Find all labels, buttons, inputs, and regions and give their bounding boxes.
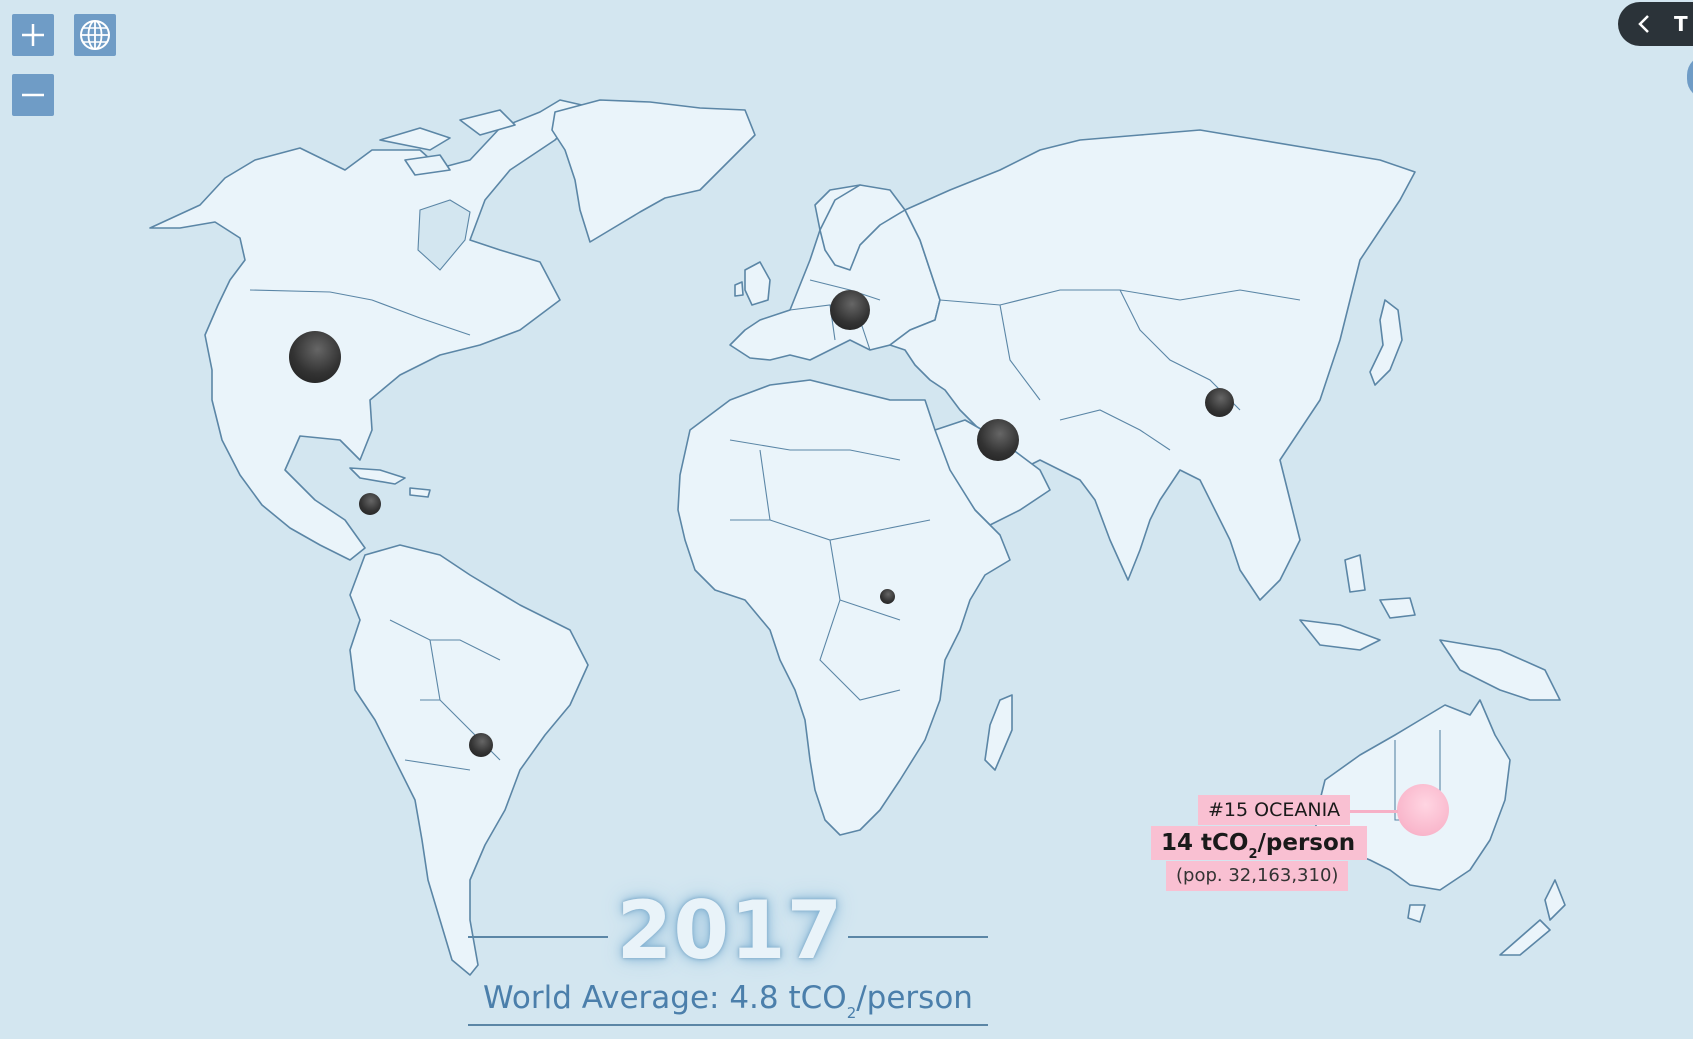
tasmania [1407, 904, 1426, 923]
tooltip-population: (pop. 32,163,310) [1166, 861, 1349, 891]
bubble-oceania[interactable] [1397, 784, 1449, 836]
arctic-islands [379, 109, 516, 176]
world-average-underline [468, 1024, 988, 1026]
year-line-right [848, 936, 988, 938]
british-isles [734, 261, 771, 306]
africa-borders [729, 439, 931, 701]
bubble-china[interactable] [1205, 388, 1234, 417]
asia-landmass [889, 129, 1416, 601]
tooltip-value-suffix: /person [1257, 830, 1356, 856]
greenland [551, 99, 756, 243]
plus-icon [22, 24, 44, 46]
bubble-middle-east[interactable] [977, 419, 1019, 461]
bubble-south-america[interactable] [469, 733, 493, 757]
hudson-bay [417, 199, 471, 271]
madagascar [984, 694, 1013, 771]
tooltip-value-subscript: 2 [1248, 847, 1258, 862]
world-average-prefix: World Average: 4.8 tCO [483, 980, 847, 1016]
south-america-borders [389, 619, 501, 771]
south-america-landmass [349, 544, 589, 976]
southeast-asia-islands [1299, 554, 1561, 701]
bubble-africa[interactable] [880, 589, 895, 604]
side-panel-label: T [1674, 12, 1688, 36]
bubble-caribbean[interactable] [359, 493, 381, 515]
new-zealand [1499, 879, 1566, 956]
world-average-label: World Average: 4.8 tCO2/person [468, 980, 988, 1022]
zoom-out-button[interactable] [12, 74, 54, 116]
japan [1369, 299, 1403, 386]
globe-icon [80, 20, 110, 50]
globe-view-button[interactable] [74, 14, 116, 56]
bubble-north-america[interactable] [289, 331, 341, 383]
world-average-subscript: 2 [846, 1004, 857, 1022]
side-panel-toggle[interactable]: T [1618, 2, 1693, 46]
caribbean-islands [349, 467, 431, 498]
us-canada-border [249, 289, 471, 336]
scandinavia [819, 184, 906, 271]
asia-borders [939, 289, 1301, 451]
africa-landmass [677, 379, 1011, 836]
year-label: 2017 [616, 884, 844, 977]
tooltip-leader-line [1342, 810, 1398, 813]
tooltip-value-prefix: 14 tCO [1161, 830, 1249, 856]
tooltip-value: 14 tCO2/person [1151, 826, 1368, 862]
zoom-in-button[interactable] [12, 14, 54, 56]
year-line-left [468, 936, 608, 938]
minus-icon [22, 93, 44, 97]
north-america-landmass [149, 99, 596, 561]
chevron-left-icon [1638, 15, 1649, 33]
tooltip-rank: #15 OCEANIA [1198, 795, 1351, 825]
world-average-suffix: /person [856, 980, 973, 1016]
side-panel-handle[interactable] [1687, 55, 1693, 99]
bubble-europe[interactable] [830, 290, 870, 330]
